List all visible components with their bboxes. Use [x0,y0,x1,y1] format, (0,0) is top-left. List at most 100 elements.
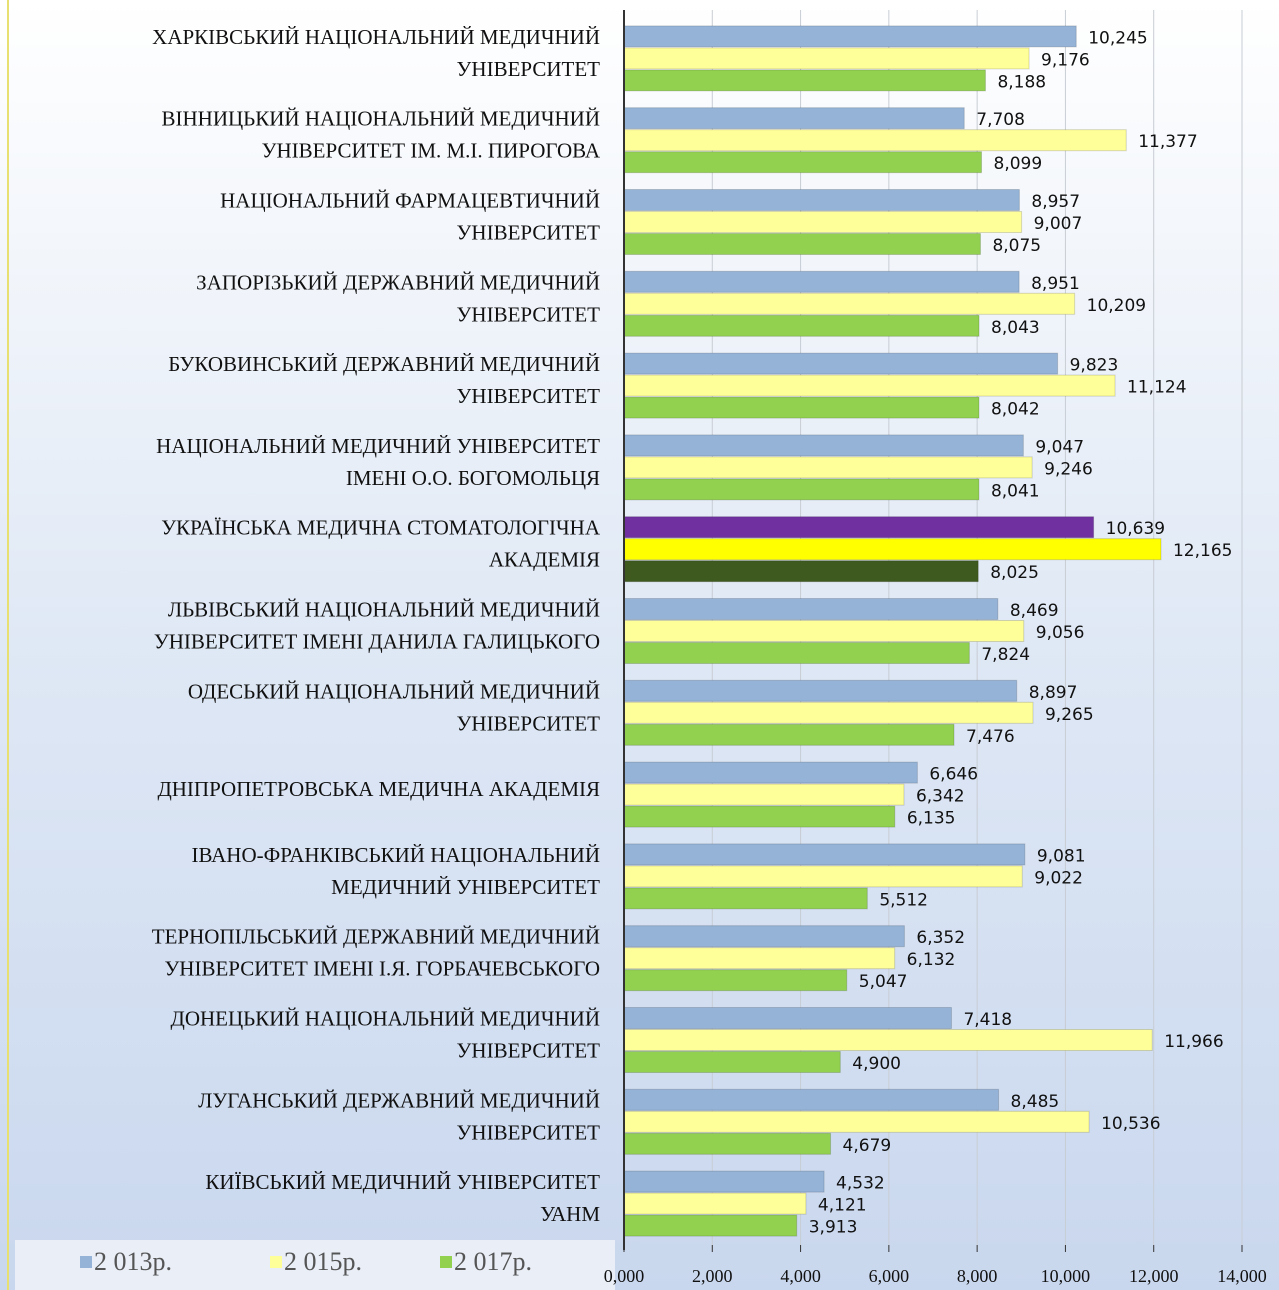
bar [623,396,980,419]
value-label: 6,135 [907,809,956,829]
category-line: НАЦІОНАЛЬНИЙ ФАРМАЦЕВТИЧНИЙ [220,188,600,212]
bar [623,1051,841,1073]
bar [623,887,868,910]
value-label: 7,824 [981,645,1030,665]
value-label: 9,056 [1036,623,1085,643]
value-label: 8,043 [991,318,1040,338]
value-label: 3,913 [809,1218,858,1238]
bar [623,701,1034,724]
category-line: УНІВЕРСИТЕТ [457,302,601,326]
category-line: УНІВЕРСИТЕТ [457,220,601,244]
category-line: МЕДИЧНИЙ УНІВЕРСИТЕТ [331,875,600,899]
value-label: 9,081 [1037,846,1086,866]
value-label: 8,099 [994,154,1043,174]
category-line: АКАДЕМІЯ [489,548,600,572]
category-label: ЛУГАНСЬКИЙ ДЕРЖАВНИЙ МЕДИЧНИЙ УНІВЕРСИТЕТ [198,1088,600,1144]
category-label: ВІННИЦЬКИЙ НАЦІОНАЛЬНИЙ МЕДИЧНИЙ УНІВЕРСИ… [162,107,601,163]
value-label: 10,639 [1106,519,1165,539]
bar [623,233,981,255]
category-line: УАНМ [540,1202,600,1226]
bar [623,47,1030,70]
value-label: 11,124 [1127,378,1186,398]
bar [623,1088,1000,1111]
category-label: БУКОВИНСЬКИЙ ДЕРЖАВНИЙ МЕДИЧНИЙ УНІВЕРСИТ… [168,352,600,408]
bar [623,478,980,501]
category-line: ЛЬВІВСЬКИЙ НАЦІОНАЛЬНИЙ МЕДИЧНИЙ [168,597,600,621]
value-label: 6,342 [916,787,965,807]
category-line: УНІВЕРСИТЕТ [457,384,601,408]
legend-label: 2 017р. [454,1247,532,1276]
value-label: 10,209 [1087,296,1146,316]
value-label: 8,075 [992,236,1041,256]
bar [623,1170,825,1193]
value-label: 6,352 [916,928,965,948]
category-label: ІВАНО-ФРАНКІВСЬКИЙ НАЦІОНАЛЬНИЙ МЕДИЧНИЙ … [191,843,600,899]
bar [623,642,970,664]
category-label: КИЇВСЬКИЙ МЕДИЧНИЙ УНІВЕРСИТЕТ УАНМ [205,1170,600,1226]
value-label: 6,646 [929,765,978,785]
category-line: ВІННИЦЬКИЙ НАЦІОНАЛЬНИЙ МЕДИЧНИЙ [162,107,600,131]
value-label: 8,951 [1031,274,1080,294]
category-label: ОДЕСЬКИЙ НАЦІОНАЛЬНИЙ МЕДИЧНИЙ УНІВЕРСИТЕ… [188,679,600,735]
category-line: ІМЕНІ О.О. БОГОМОЛЬЦЯ [346,466,600,490]
value-label: 11,966 [1164,1032,1223,1052]
value-label: 12,165 [1173,541,1232,561]
x-tick-label: 8,000 [957,1266,998,1286]
category-line: ІВАНО-ФРАНКІВСЬКИЙ НАЦІОНАЛЬНИЙ [191,843,600,867]
category-label: ДОНЕЦЬКИЙ НАЦІОНАЛЬНИЙ МЕДИЧНИЙ УНІВЕРСИТ… [171,1006,601,1062]
value-label: 8,042 [991,400,1040,420]
bar [623,434,1024,457]
value-label: 8,188 [997,72,1046,92]
value-label: 9,265 [1045,705,1094,725]
x-tick-label: 12,000 [1129,1266,1179,1286]
bar [623,805,896,828]
bar [623,151,983,174]
value-label: 11,377 [1138,132,1197,152]
category-line: ДНІПРОПЕТРОВСЬКА МЕДИЧНА АКАДЕМІЯ [157,777,600,801]
category-line: УКРАЇНСЬКА МЕДИЧНА СТОМАТОЛОГІЧНА [161,516,601,540]
bar [623,1192,807,1215]
value-label: 5,512 [879,890,928,910]
bar [623,107,965,130]
legend-swatch [270,1256,282,1268]
bar [623,843,1026,866]
bar [623,1132,832,1155]
bar [623,969,848,992]
category-line: ХАРКІВСЬКИЙ НАЦІОНАЛЬНИЙ МЕДИЧНИЙ [152,25,600,49]
value-label: 6,132 [907,950,956,970]
bar [623,374,1116,397]
category-line: ДОНЕЦЬКИЙ НАЦІОНАЛЬНИЙ МЕДИЧНИЙ [171,1006,600,1030]
category-line: УНІВЕРСИТЕТ [457,57,601,81]
bar [623,69,986,92]
bar [623,516,1095,539]
bar [623,1029,1153,1051]
x-tick-label: 14,000 [1217,1266,1267,1286]
bar [623,456,1033,479]
category-label: УКРАЇНСЬКА МЕДИЧНА СТОМАТОЛОГІЧНА АКАДЕМІ… [161,516,601,572]
x-tick-label: 6,000 [869,1266,910,1286]
bar [623,865,1023,888]
category-line: НАЦІОНАЛЬНИЙ МЕДИЧНИЙ УНІВЕРСИТЕТ [156,434,600,458]
value-label: 7,418 [963,1010,1012,1030]
value-label: 9,176 [1041,50,1090,70]
x-tick-label: 2,000 [692,1266,733,1286]
category-line: УНІВЕРСИТЕТ ІМЕНІ ДАНИЛА ГАЛИЦЬКОГО [154,629,600,653]
bar [623,783,905,806]
value-label: 8,041 [991,481,1040,501]
value-label: 10,536 [1101,1114,1160,1134]
value-label: 4,679 [843,1136,892,1156]
category-line: УНІВЕРСИТЕТ [457,711,601,735]
category-line: ТЕРНОПІЛЬСЬКИЙ ДЕРЖАВНИЙ МЕДИЧНИЙ [152,925,600,949]
value-label: 4,900 [852,1054,901,1074]
value-label: 4,532 [836,1174,885,1194]
value-label: 8,897 [1029,683,1078,703]
bar [623,1214,798,1237]
bar [623,761,918,784]
value-label: 8,485 [1011,1092,1060,1112]
bar [623,598,999,620]
bar [623,679,1018,702]
legend-box [15,1240,615,1290]
bar [623,620,1025,642]
bar [623,129,1127,152]
x-tick-label: 4,000 [780,1266,821,1286]
